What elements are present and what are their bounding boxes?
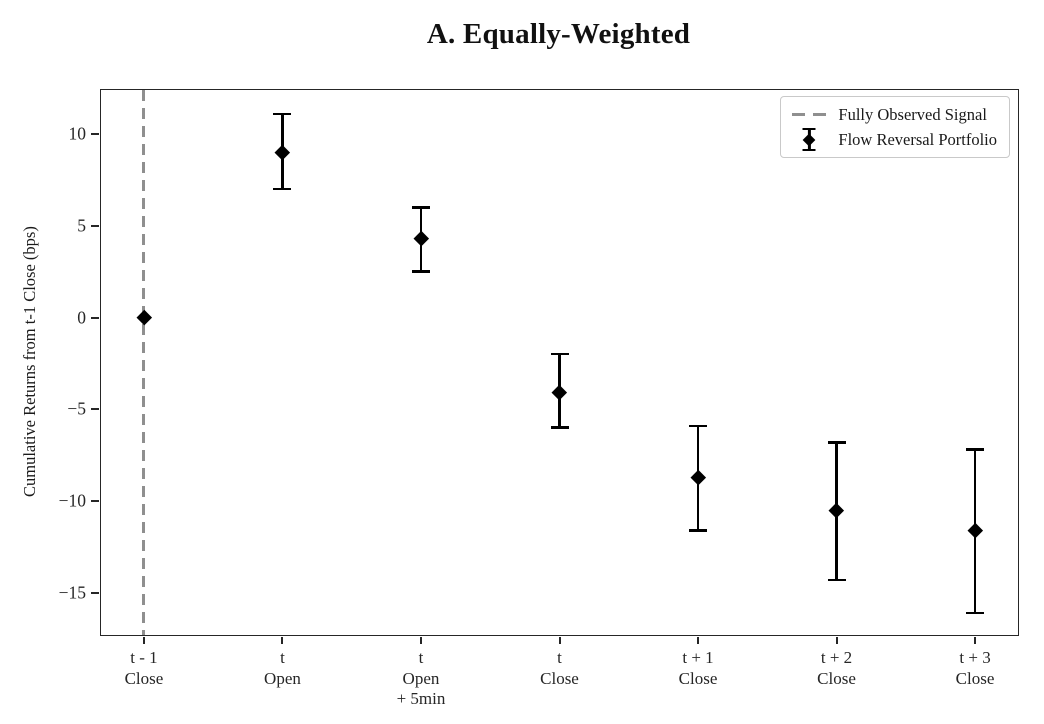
fully-observed-signal-vline bbox=[142, 90, 146, 635]
x-tick-label-2: t Open + 5min bbox=[397, 648, 446, 710]
errorbar-cap-top bbox=[550, 353, 569, 356]
y-tick-mark bbox=[91, 133, 100, 136]
errorbar-cap-top bbox=[689, 424, 708, 427]
data-point-diamond bbox=[829, 502, 845, 518]
y-tick-mark bbox=[91, 500, 100, 503]
errorbar-cap bbox=[802, 148, 816, 151]
errorbar-cap-bottom bbox=[411, 270, 430, 273]
x-tick-label-6: t + 3 Close bbox=[956, 648, 995, 689]
data-point-diamond bbox=[274, 144, 290, 160]
x-tick-label-line: Close bbox=[124, 668, 164, 688]
errorbar-cap-bottom bbox=[827, 578, 846, 582]
x-tick-label-line: + 5min bbox=[396, 689, 446, 709]
legend: Fully Observed Signal Flow Reversal Port… bbox=[780, 96, 1010, 158]
dash-segment bbox=[813, 112, 827, 117]
y-tick-mark bbox=[91, 408, 100, 411]
x-tick-label-line: Close bbox=[678, 668, 718, 688]
y-tick-label: 5 bbox=[77, 215, 86, 236]
x-tick-label-line: Close bbox=[817, 668, 856, 688]
x-tick-label-1: t Open bbox=[264, 648, 301, 689]
x-tick-label-3: t Close bbox=[540, 648, 579, 689]
x-tick-mark bbox=[419, 636, 422, 644]
x-tick-label-line: t + 3 bbox=[959, 648, 991, 667]
legend-label-fully-observed-signal: Fully Observed Signal bbox=[838, 104, 987, 124]
data-point-diamond bbox=[551, 385, 567, 401]
x-tick-label-5: t + 2 Close bbox=[817, 648, 856, 689]
x-tick-label-line: t bbox=[418, 648, 424, 667]
x-tick-label-line: t + 2 bbox=[820, 648, 853, 667]
x-tick-mark bbox=[974, 636, 977, 644]
y-axis-label: Cumulative Returns from t-1 Close (bps) bbox=[20, 226, 39, 497]
data-point-diamond bbox=[690, 469, 706, 485]
x-tick-label-line: Open bbox=[402, 668, 440, 688]
data-point-diamond bbox=[136, 310, 152, 326]
x-tick-label-4: t + 1 Close bbox=[679, 648, 718, 689]
y-tick-label: 0 bbox=[77, 307, 86, 328]
x-tick-label-line: Open bbox=[264, 668, 301, 688]
errorbar-cap-bottom bbox=[273, 187, 292, 191]
errorbar-cap-top bbox=[273, 112, 292, 116]
y-tick-mark bbox=[91, 591, 100, 594]
errorbar-cap-top bbox=[827, 441, 846, 444]
x-tick-mark bbox=[558, 636, 561, 644]
y-tick-label: −10 bbox=[58, 490, 86, 511]
x-tick-mark bbox=[281, 636, 284, 644]
legend-label-flow-reversal-portfolio: Flow Reversal Portfolio bbox=[838, 129, 997, 149]
x-tick-mark bbox=[697, 636, 700, 644]
x-tick-mark bbox=[835, 636, 838, 644]
y-tick-label: −15 bbox=[58, 582, 86, 603]
x-tick-label-line: t - 1 bbox=[130, 648, 158, 667]
x-tick-label-line: t + 1 bbox=[682, 648, 714, 667]
errorbar-diamond-icon bbox=[792, 128, 826, 151]
x-tick-label-line: t bbox=[557, 648, 562, 667]
y-tick-mark bbox=[91, 224, 100, 227]
errorbar-cap-bottom bbox=[966, 611, 985, 615]
y-tick-label: −5 bbox=[67, 398, 86, 419]
errorbar-cap bbox=[802, 128, 816, 131]
errorbar-cap-top bbox=[966, 448, 985, 451]
x-tick-mark bbox=[142, 636, 145, 644]
plot-area: Fully Observed Signal Flow Reversal Port… bbox=[59, 89, 1019, 708]
data-point-diamond bbox=[967, 522, 983, 538]
errorbar-cap-bottom bbox=[689, 529, 708, 532]
x-tick-label-0: t - 1 Close bbox=[125, 648, 164, 689]
errorbar-cap-top bbox=[411, 206, 430, 209]
x-tick-label-line: Close bbox=[540, 668, 579, 688]
data-point-diamond bbox=[413, 231, 429, 247]
dash-segment bbox=[792, 112, 806, 117]
chart-title: A. Equally-Weighted bbox=[426, 18, 691, 50]
y-tick-label: 10 bbox=[68, 123, 87, 144]
diamond-marker bbox=[803, 133, 816, 146]
x-tick-label-line: t bbox=[280, 648, 285, 667]
errorbar-cap-bottom bbox=[550, 426, 569, 429]
legend-item-flow-reversal-portfolio: Flow Reversal Portfolio bbox=[792, 128, 997, 151]
legend-item-fully-observed-signal: Fully Observed Signal bbox=[792, 103, 997, 126]
x-tick-label-line: Close bbox=[955, 668, 995, 688]
y-tick-mark bbox=[91, 316, 100, 319]
dashed-line-icon bbox=[792, 103, 827, 126]
